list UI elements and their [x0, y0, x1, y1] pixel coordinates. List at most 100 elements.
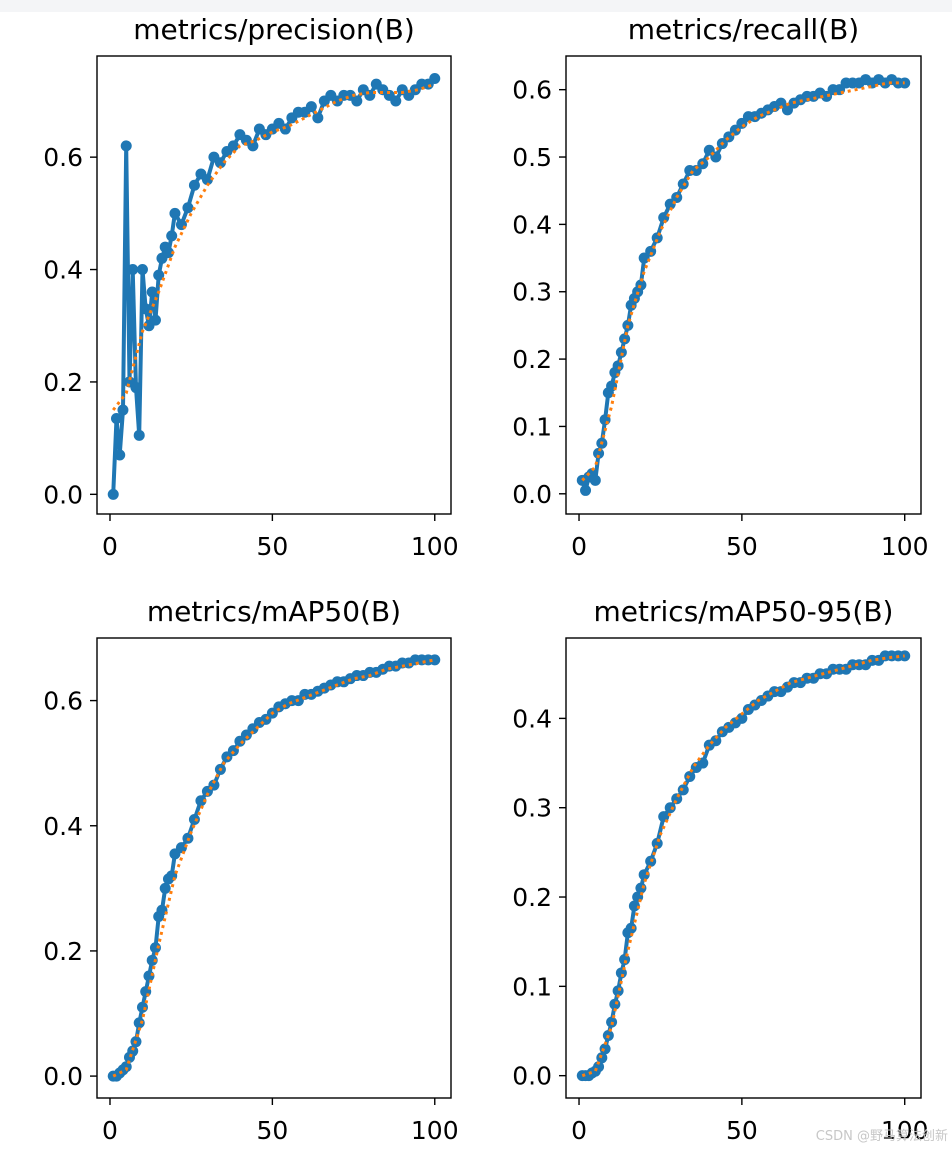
results-point	[227, 140, 239, 152]
axes-frame	[96, 637, 452, 1099]
results-point	[214, 157, 226, 169]
results-point	[599, 1043, 611, 1055]
y-tick-label: 0.0	[512, 1062, 552, 1091]
results-point	[312, 112, 324, 124]
results-point	[710, 735, 722, 747]
results-point	[188, 813, 200, 825]
chart-title: metrics/mAP50(B)	[147, 595, 401, 628]
results-point	[429, 654, 441, 666]
results-point	[899, 650, 911, 662]
results-point	[159, 882, 171, 894]
results-point	[677, 784, 689, 796]
y-tick-label: 0.6	[512, 76, 552, 105]
results-point	[153, 269, 165, 281]
x-tick-label: 100	[881, 532, 929, 561]
y-tick-label: 0.4	[43, 256, 83, 285]
y-tick-label: 0.4	[512, 704, 552, 733]
x-tick-label: 100	[881, 1116, 929, 1145]
results-point	[169, 207, 181, 219]
y-tick-label: 0.1	[512, 412, 552, 441]
y-tick-label: 0.6	[43, 143, 83, 172]
results-point	[429, 72, 441, 84]
x-tick-label: 100	[411, 1116, 459, 1145]
results-point	[619, 333, 631, 345]
chart-panel-3: metrics/mAP50(B) 0 50 100 0.0 0.2 0.4 0.6	[43, 595, 458, 1145]
y-tick-label: 0.4	[43, 812, 83, 841]
axes-frame	[565, 637, 922, 1099]
y-tick-label: 0.0	[43, 1062, 83, 1091]
results-point	[589, 474, 601, 486]
results-point	[580, 484, 592, 496]
y-tick-label: 0.3	[512, 794, 552, 823]
results-point	[658, 212, 670, 224]
y-tick-label: 0.0	[43, 480, 83, 509]
results-point	[188, 179, 200, 191]
results-point	[671, 793, 683, 805]
results-point	[664, 802, 676, 814]
results-point	[114, 449, 126, 461]
y-tick-label: 0.5	[512, 143, 552, 172]
results-point	[635, 279, 647, 291]
x-tick-label: 50	[726, 1116, 758, 1145]
y-tick-label: 0.2	[43, 368, 83, 397]
results-point	[133, 429, 145, 441]
results-point	[120, 1061, 132, 1073]
smooth-series-line	[581, 654, 905, 1078]
results-point	[899, 77, 911, 89]
results-point	[651, 837, 663, 849]
results-point	[612, 360, 624, 372]
x-tick-label: 0	[571, 1116, 587, 1145]
results-point	[140, 303, 152, 315]
y-tick-label: 0.2	[43, 937, 83, 966]
results-point	[609, 998, 621, 1010]
csdn-watermark: CSDN @野马算法创新	[815, 1129, 948, 1144]
results-point	[736, 712, 748, 724]
results-point	[120, 140, 132, 152]
chart-title: metrics/recall(B)	[628, 13, 859, 46]
results-point	[146, 286, 158, 298]
results-point	[351, 95, 363, 107]
results-point	[305, 101, 317, 113]
browser-top-strip	[0, 0, 952, 12]
results-point	[130, 382, 142, 394]
results-point	[162, 247, 174, 259]
results-series-line	[113, 657, 435, 1079]
smooth-series-line	[112, 82, 436, 411]
results-point	[625, 922, 637, 934]
results-point	[149, 314, 161, 326]
y-tick-label: 0.6	[43, 687, 83, 716]
results-point	[117, 404, 129, 416]
y-tick-label: 0.3	[512, 278, 552, 307]
results-point	[149, 942, 161, 954]
x-tick-label: 100	[411, 532, 459, 561]
results-point	[615, 346, 627, 358]
chart-panel-1: metrics/precision(B) 0 50 100 0.0 0.2 0.4 0.6	[43, 13, 458, 561]
results-point	[247, 140, 259, 152]
chart-panel-4: metrics/mAP50-95(B) 0 50 100 0.0 0.1 0.2 0.3 0.4	[512, 595, 928, 1145]
x-tick-label: 50	[256, 1116, 288, 1145]
results-point	[279, 123, 291, 135]
results-point	[166, 230, 178, 242]
x-tick-label: 0	[102, 1116, 118, 1145]
axes-frame	[565, 55, 922, 515]
y-tick-label: 0.0	[512, 480, 552, 509]
x-tick-label: 50	[256, 532, 288, 561]
results-point	[110, 412, 122, 424]
y-tick-label: 0.2	[512, 345, 552, 374]
x-tick-label: 50	[726, 532, 758, 561]
results-point	[619, 954, 631, 966]
chart-title: metrics/mAP50-95(B)	[594, 595, 894, 628]
results-point	[635, 882, 647, 894]
y-tick-label: 0.4	[512, 210, 552, 239]
results-point	[645, 245, 657, 257]
x-tick-label: 0	[571, 532, 587, 561]
results-point	[175, 842, 187, 854]
results-point	[596, 1052, 608, 1064]
smooth-series-line	[581, 81, 905, 482]
results-point	[593, 447, 605, 459]
x-tick-label: 0	[102, 532, 118, 561]
results-series-line	[580, 77, 905, 493]
y-tick-label: 0.1	[512, 972, 552, 1001]
chart-panel-2: metrics/recall(B) 0 50 100 0.0 0.1 0.2 0.3 0.4 0.…	[512, 13, 928, 561]
